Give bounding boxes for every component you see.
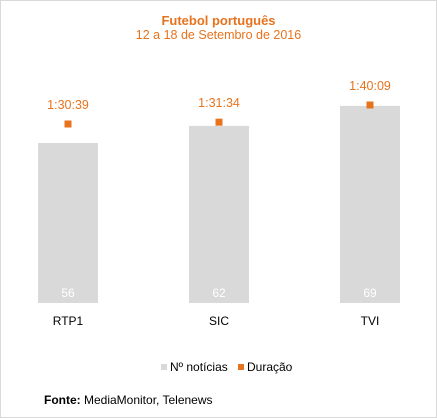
source-note: Fonte: MediaMonitor, Telenews: [44, 393, 213, 407]
legend-swatch-news: [161, 364, 167, 370]
bar-value-label: 56: [61, 286, 75, 300]
bar-rtp1: [38, 143, 98, 303]
bar-value-label: 69: [363, 286, 377, 300]
chart-title: Futebol português: [161, 13, 276, 28]
x-tick-label: TVI: [361, 314, 380, 328]
source-text: MediaMonitor, Telenews: [80, 393, 213, 407]
duration-label: 1:40:09: [349, 79, 391, 93]
duration-label: 1:31:34: [198, 96, 240, 110]
legend-swatch-duration: [238, 364, 244, 370]
legend-label-news: Nº notícias: [170, 360, 228, 374]
legend-label-duration: Duração: [247, 360, 293, 374]
bar-sic: [189, 125, 249, 303]
duration-label: 1:30:39: [47, 98, 89, 112]
duration-marker-tvi: [366, 101, 374, 109]
bar-tvi: [340, 105, 400, 303]
source-label: Fonte:: [44, 393, 81, 407]
chart-subtitle: 12 a 18 de Setembro de 2016: [135, 28, 302, 42]
x-tick-label: RTP1: [53, 314, 84, 328]
duration-marker-sic: [215, 118, 223, 126]
x-tick-label: SIC: [209, 314, 229, 328]
duration-marker-rtp1: [64, 120, 72, 128]
bar-value-label: 62: [212, 286, 226, 300]
